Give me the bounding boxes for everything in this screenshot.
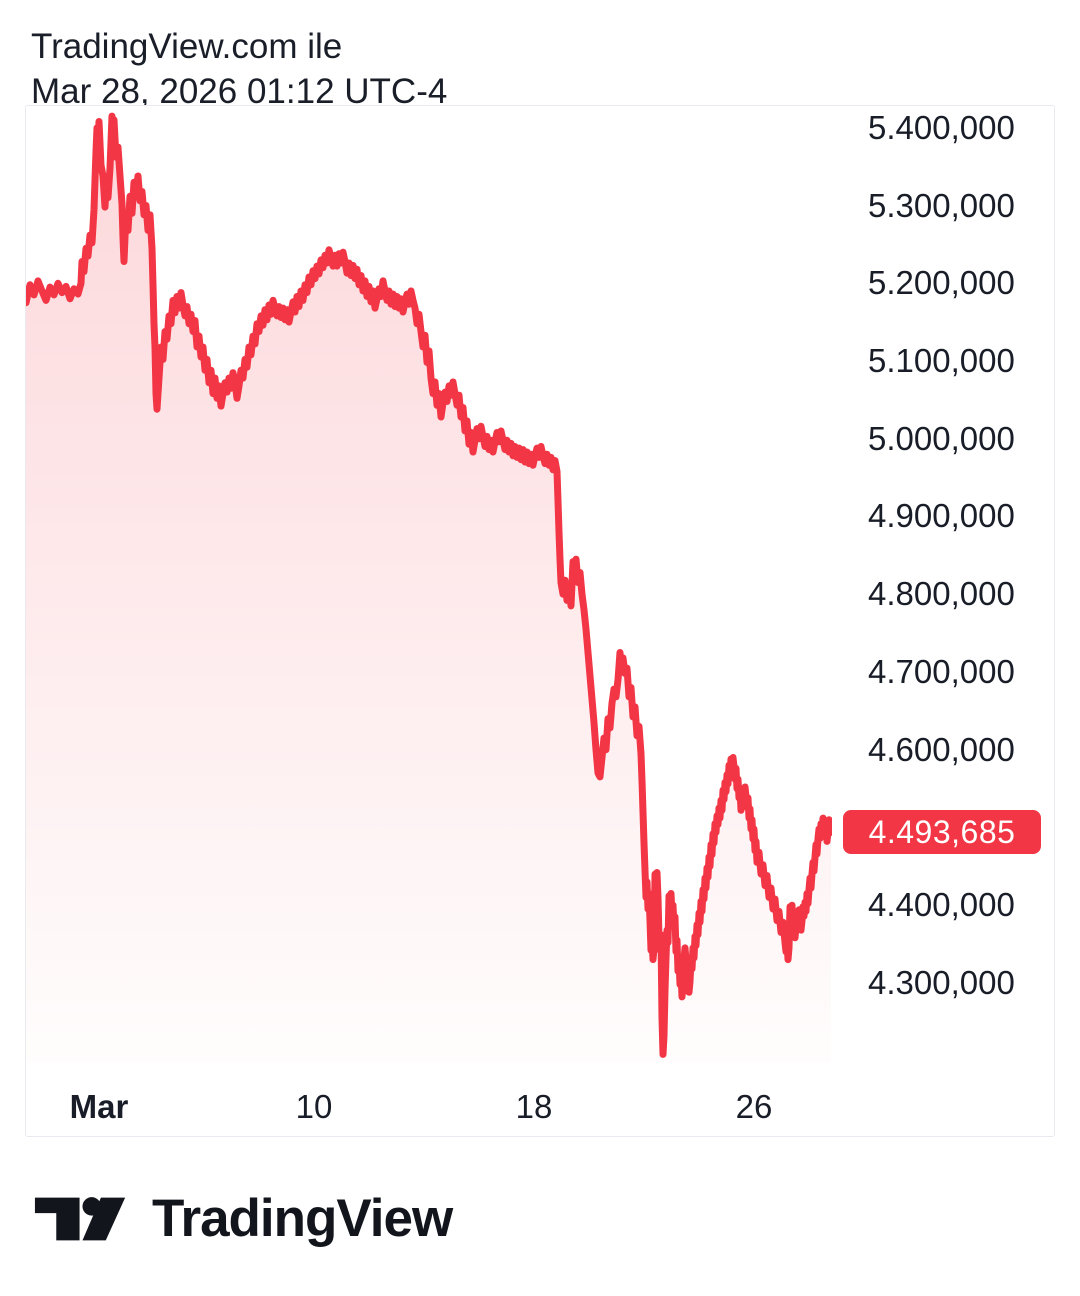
price-scale-label: 4.700,000: [868, 653, 1015, 690]
time-scale-label: Mar: [69, 1088, 129, 1125]
widget-header: TradingView.com ile Mar 28, 2026 01:12 U…: [31, 24, 447, 114]
time-scale-label: 26: [735, 1088, 773, 1125]
price-scale-label: 5.100,000: [868, 342, 1015, 379]
chart-panel: 5.400,000 5.300,000 5.200,000 5.100,000 5.00…: [25, 105, 1055, 1137]
price-area-chart[interactable]: [26, 106, 832, 1063]
price-scale-label: 4.300,000: [868, 964, 1015, 1001]
price-scale-label: 4.400,000: [868, 886, 1015, 923]
timestamp-text: Mar 28, 2026 01:12 UTC-4: [31, 72, 448, 111]
price-scale-label: 5.400,000: [868, 109, 1015, 146]
price-scale-label: 5.200,000: [868, 264, 1015, 301]
price-scale-label: 4.900,000: [868, 497, 1015, 534]
tradingview-brand-text[interactable]: TradingView: [152, 1189, 453, 1248]
price-scale-label: 4.600,000: [868, 731, 1015, 768]
price-scale-label: 5.000,000: [868, 420, 1015, 457]
price-scale-label: 4.800,000: [868, 575, 1015, 612]
time-scale-label: 10: [295, 1088, 333, 1125]
branding-footer: TradingView: [33, 1188, 453, 1249]
attribution-text: TradingView.com ile: [31, 27, 343, 66]
area-fill: [26, 116, 831, 1063]
price-scale-label: 5.300,000: [868, 187, 1015, 224]
time-scale-label: 18: [515, 1088, 553, 1125]
tradingview-logo-icon[interactable]: [33, 1195, 130, 1243]
price-line: [26, 112, 832, 1058]
last-price-badge: 4.493,685: [843, 810, 1041, 854]
last-price-value: 4.493,685: [868, 813, 1016, 850]
